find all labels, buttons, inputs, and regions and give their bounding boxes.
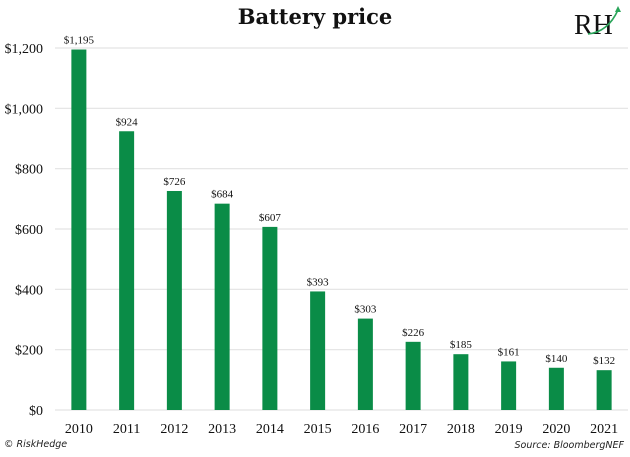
bar-2014	[262, 226, 278, 410]
data-label: $924	[116, 116, 139, 128]
x-tick-label: 2013	[208, 422, 236, 437]
riskhedge-logo: RH	[574, 6, 621, 38]
gridlines	[55, 47, 628, 411]
x-tick-label: 2014	[256, 422, 284, 437]
data-label: $132	[593, 355, 615, 367]
data-label: $303	[354, 304, 377, 316]
bar-2018	[453, 354, 469, 410]
y-tick-label: $800	[15, 163, 43, 178]
data-label: $1,195	[64, 35, 95, 47]
bar-2012	[166, 190, 182, 410]
data-label: $684	[211, 189, 234, 201]
chart-title: Battery price	[237, 4, 393, 29]
x-tick-label: 2010	[65, 422, 93, 437]
data-label: $607	[259, 212, 282, 224]
copyright-text: © RiskHedge	[4, 439, 68, 450]
source-text: Source: BloombergNEF	[514, 440, 624, 451]
x-axis-ticks: 2010 2011 2012 2013 2014 2015 2016 2017 2018 2019…	[65, 422, 618, 437]
x-tick-label: 2015	[304, 422, 332, 437]
x-tick-label: 2021	[590, 422, 618, 437]
data-label: $393	[307, 276, 330, 288]
x-tick-label: 2020	[542, 422, 570, 437]
y-tick-label: $1,200	[5, 42, 44, 57]
data-label: $161	[498, 346, 520, 358]
bar-2015	[310, 291, 326, 410]
bar-2013	[214, 203, 230, 410]
data-label: $726	[163, 176, 186, 188]
y-tick-label: $200	[15, 344, 43, 359]
data-labels: $1,195 $924 $726 $684 $607 $393 $303 $226 $185 $1…	[64, 35, 615, 368]
x-tick-label: 2012	[160, 422, 188, 437]
x-tick-label: 2018	[447, 422, 475, 437]
x-tick-label: 2017	[399, 422, 427, 437]
bar-2010	[71, 49, 87, 411]
bar-2020	[548, 367, 564, 410]
logo-arrow-line	[587, 9, 619, 35]
x-tick-label: 2019	[495, 422, 523, 437]
y-tick-label: $0	[29, 404, 43, 419]
data-label: $140	[545, 353, 568, 365]
data-label: $185	[450, 339, 473, 351]
y-axis-ticks: $0 $200 $400 $600 $800 $1,000 $1,200	[5, 42, 44, 419]
x-tick-label: 2011	[113, 422, 140, 437]
x-tick-label: 2016	[351, 422, 379, 437]
bar-2016	[357, 318, 373, 410]
bar-2017	[405, 341, 421, 410]
bar-2011	[119, 131, 135, 410]
y-tick-label: $600	[15, 223, 43, 238]
data-label: $226	[402, 327, 425, 339]
bar-2019	[501, 361, 517, 410]
y-tick-label: $1,000	[5, 102, 44, 117]
logo-arrow-head-icon	[615, 6, 621, 12]
y-tick-label: $400	[15, 283, 43, 298]
bars	[71, 49, 612, 411]
bar-2021	[596, 370, 612, 410]
